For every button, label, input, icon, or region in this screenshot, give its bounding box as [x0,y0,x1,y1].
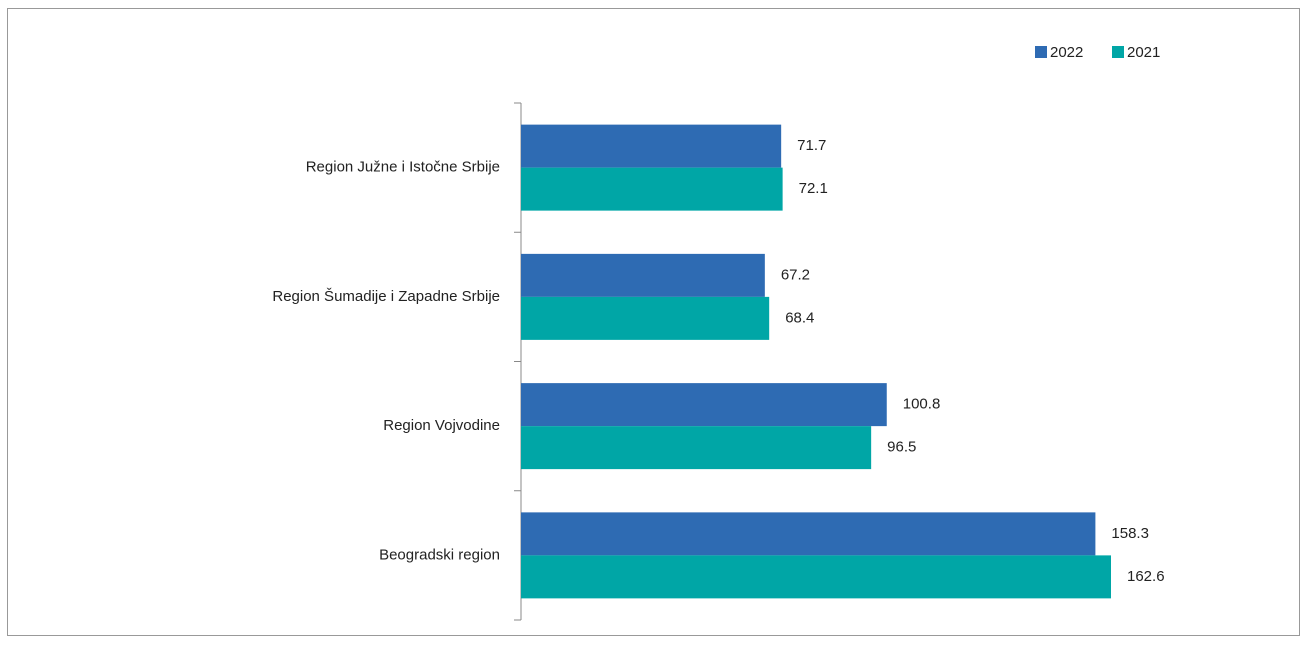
data-label: 71.7 [797,137,826,154]
data-label: 100.8 [903,396,941,413]
bar [521,124,782,168]
bar [521,167,783,211]
bar [521,296,770,340]
legend-label: 2021 [1127,44,1160,61]
bar [521,383,887,427]
data-label: 158.3 [1111,525,1149,542]
data-label: 96.5 [887,439,916,456]
legend-swatch [1112,46,1124,58]
legend-swatch [1035,46,1047,58]
y-tick-label: Region Južne i Istočne Srbije [306,159,500,176]
legend-label: 2022 [1050,44,1083,61]
bar [521,512,1096,556]
y-tick-label: Beogradski region [379,546,500,563]
y-tick-label: Region Vojvodine [383,417,500,434]
bar [521,555,1111,599]
data-label: 67.2 [781,266,810,283]
bar [521,426,872,470]
data-label: 162.6 [1127,568,1165,585]
data-label: 68.4 [785,309,814,326]
y-tick-label: Region Šumadije i Zapadne Srbije [272,288,500,305]
data-label: 72.1 [799,180,828,197]
bar [521,253,765,297]
